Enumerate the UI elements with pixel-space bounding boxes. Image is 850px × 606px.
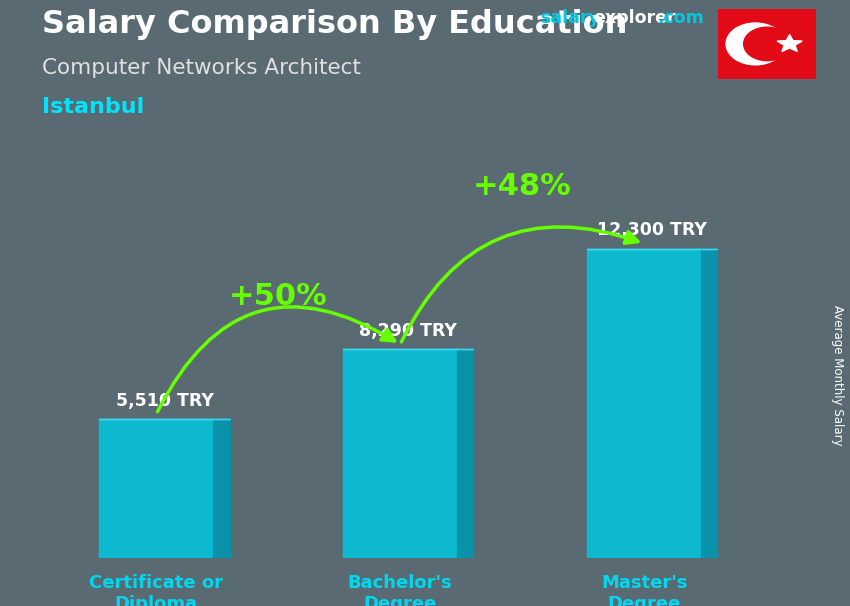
Text: Average Monthly Salary: Average Monthly Salary (830, 305, 844, 446)
Circle shape (726, 23, 785, 65)
Text: salary: salary (540, 9, 599, 27)
Polygon shape (587, 248, 701, 558)
Text: 12,300 TRY: 12,300 TRY (598, 221, 707, 239)
Polygon shape (457, 350, 473, 558)
Text: +48%: +48% (473, 171, 571, 201)
Polygon shape (99, 419, 213, 558)
Text: Istanbul: Istanbul (42, 97, 144, 117)
Circle shape (744, 27, 790, 61)
Polygon shape (343, 350, 457, 558)
Polygon shape (777, 35, 802, 52)
Text: explorer: explorer (593, 9, 676, 27)
Text: Salary Comparison By Education: Salary Comparison By Education (42, 9, 628, 40)
Text: +50%: +50% (229, 282, 327, 311)
Polygon shape (701, 248, 717, 558)
Polygon shape (213, 419, 230, 558)
Text: Computer Networks Architect: Computer Networks Architect (42, 58, 361, 78)
Text: .com: .com (657, 9, 704, 27)
Text: 5,510 TRY: 5,510 TRY (116, 391, 213, 410)
Text: 8,290 TRY: 8,290 TRY (360, 322, 457, 340)
